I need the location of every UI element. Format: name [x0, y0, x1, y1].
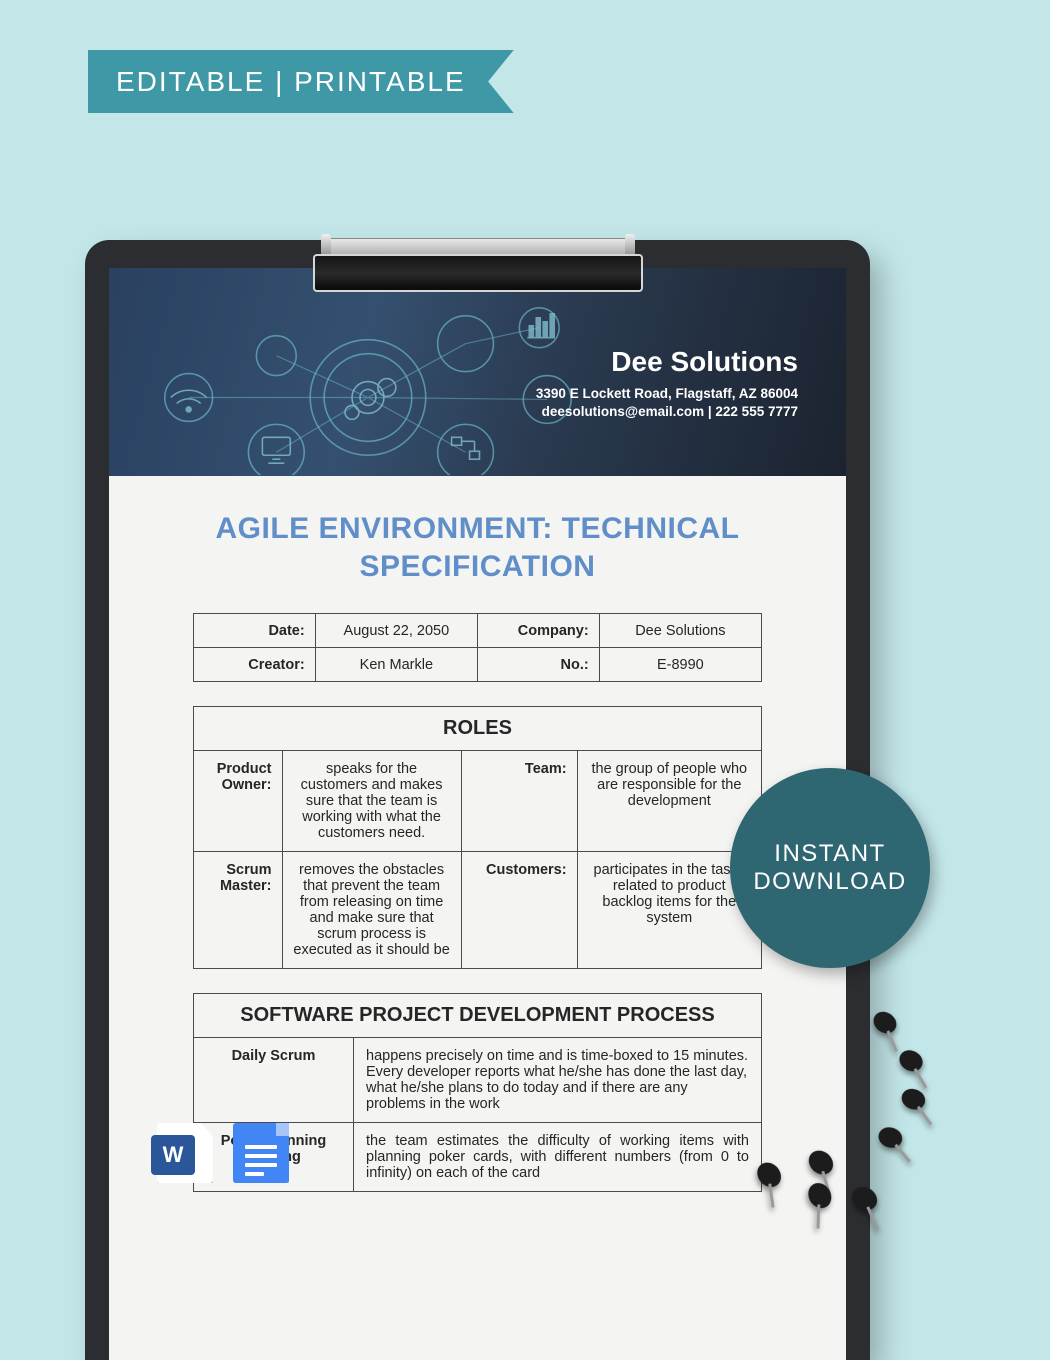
- info-value: E-8990: [599, 648, 761, 682]
- clipboard-clip: [313, 234, 643, 306]
- roles-heading: ROLES: [194, 707, 762, 751]
- role-label: Customers:: [461, 852, 577, 969]
- document-title: AGILE ENVIRONMENT: TECHNICAL SPECIFICATI…: [193, 510, 762, 585]
- info-value: Dee Solutions: [599, 614, 761, 648]
- ribbon-label: EDITABLE | PRINTABLE: [116, 66, 466, 98]
- role-label: Team:: [461, 751, 577, 852]
- role-label: Product Owner:: [194, 751, 283, 852]
- file-type-icons: W: [157, 1123, 289, 1183]
- process-name: Daily Scrum: [194, 1038, 354, 1123]
- instant-download-badge[interactable]: INSTANT DOWNLOAD: [730, 768, 930, 968]
- process-heading: SOFTWARE PROJECT DEVELOPMENT PROCESS: [194, 994, 762, 1038]
- info-label: Company:: [477, 614, 599, 648]
- ribbon-banner: EDITABLE | PRINTABLE: [88, 50, 514, 113]
- info-label: Creator:: [194, 648, 316, 682]
- info-label: No.:: [477, 648, 599, 682]
- download-line1: INSTANT: [774, 840, 885, 868]
- info-table: Date: August 22, 2050 Company: Dee Solut…: [193, 613, 762, 682]
- google-docs-icon[interactable]: [233, 1123, 289, 1183]
- info-label: Date:: [194, 614, 316, 648]
- role-label: Scrum Master:: [194, 852, 283, 969]
- download-line2: DOWNLOAD: [753, 868, 906, 896]
- role-desc: removes the obstacles that prevent the t…: [282, 852, 461, 969]
- company-address: 3390 E Lockett Road, Flagstaff, AZ 86004: [536, 386, 798, 401]
- company-block: Dee Solutions 3390 E Lockett Road, Flags…: [536, 346, 798, 419]
- process-desc: the team estimates the difficulty of wor…: [354, 1123, 762, 1192]
- company-contact: deesolutions@email.com | 222 555 7777: [536, 404, 798, 419]
- info-value: Ken Markle: [315, 648, 477, 682]
- info-value: August 22, 2050: [315, 614, 477, 648]
- role-desc: speaks for the customers and makes sure …: [282, 751, 461, 852]
- word-icon[interactable]: W: [157, 1123, 213, 1183]
- process-desc: happens precisely on time and is time-bo…: [354, 1038, 762, 1123]
- roles-table: ROLES Product Owner: speaks for the cust…: [193, 706, 762, 969]
- pushpins-decoration: [720, 1010, 1000, 1270]
- company-name: Dee Solutions: [536, 346, 798, 378]
